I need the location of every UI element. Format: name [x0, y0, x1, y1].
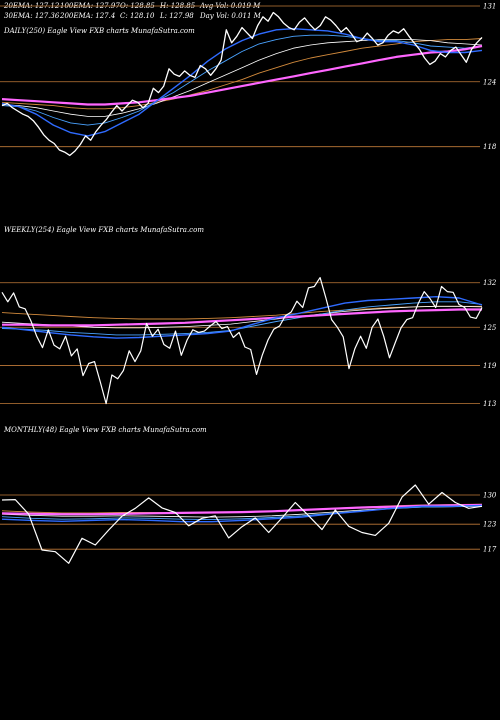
monthly-y-tick-label: 130: [483, 492, 497, 500]
ema200-stat: 200EMA: 127.4: [60, 12, 116, 20]
weekly-ema100-line: [1, 305, 482, 320]
monthly-price-line: [1, 484, 483, 564]
weekly-ema50-line: [1, 305, 483, 329]
monthly-y-tick-label: 117: [483, 546, 497, 554]
monthly-chart: 130 123 117: [0, 484, 497, 564]
weekly-y-tick-label: 125: [483, 324, 497, 332]
weekly-y-tick-label: 132: [483, 279, 497, 287]
weekly-price-line: [1, 276, 483, 405]
daily-price-line: [1, 11, 483, 157]
daily-ema50-line: [1, 39, 483, 117]
low-stat: L: 127.98: [160, 12, 194, 20]
close-stat: C: 128.10: [120, 12, 155, 20]
daily-y-tick-label: 118: [483, 143, 497, 151]
daily-ema20-line: [1, 28, 483, 137]
daily-panel-label: DAILY(250) Eagle View FXB charts MunafaS…: [4, 27, 195, 35]
monthly-y-tick-label: 123: [483, 521, 497, 529]
weekly-panel-label: WEEKLY(254) Eagle View FXB charts Munafa…: [4, 226, 204, 234]
daily-chart: 131 124 118: [0, 3, 497, 157]
daily-ema100-line: [1, 38, 483, 110]
day-volume-stat: Day Vol: 0.011 M: [200, 12, 261, 20]
weekly-ema20-line: [1, 296, 483, 339]
daily-y-tick-label: 131: [483, 3, 496, 11]
monthly-panel-label: MONTHLY(48) Eagle View FXB charts Munafa…: [4, 426, 207, 434]
weekly-y-tick-label: 119: [483, 362, 497, 370]
weekly-chart: 132 125 119 113: [0, 276, 497, 408]
ema30-stat: 30EMA: 127.36: [4, 12, 60, 20]
monthly-ema20-line: [1, 504, 483, 523]
daily-ema30-line: [1, 34, 483, 126]
weekly-y-tick-label: 113: [483, 400, 497, 408]
monthly-ema200-line: [1, 503, 483, 516]
daily-y-tick-label: 124: [483, 78, 496, 86]
weekly-ema200-line: [2, 308, 482, 327]
daily-ema200-line: [1, 44, 483, 106]
